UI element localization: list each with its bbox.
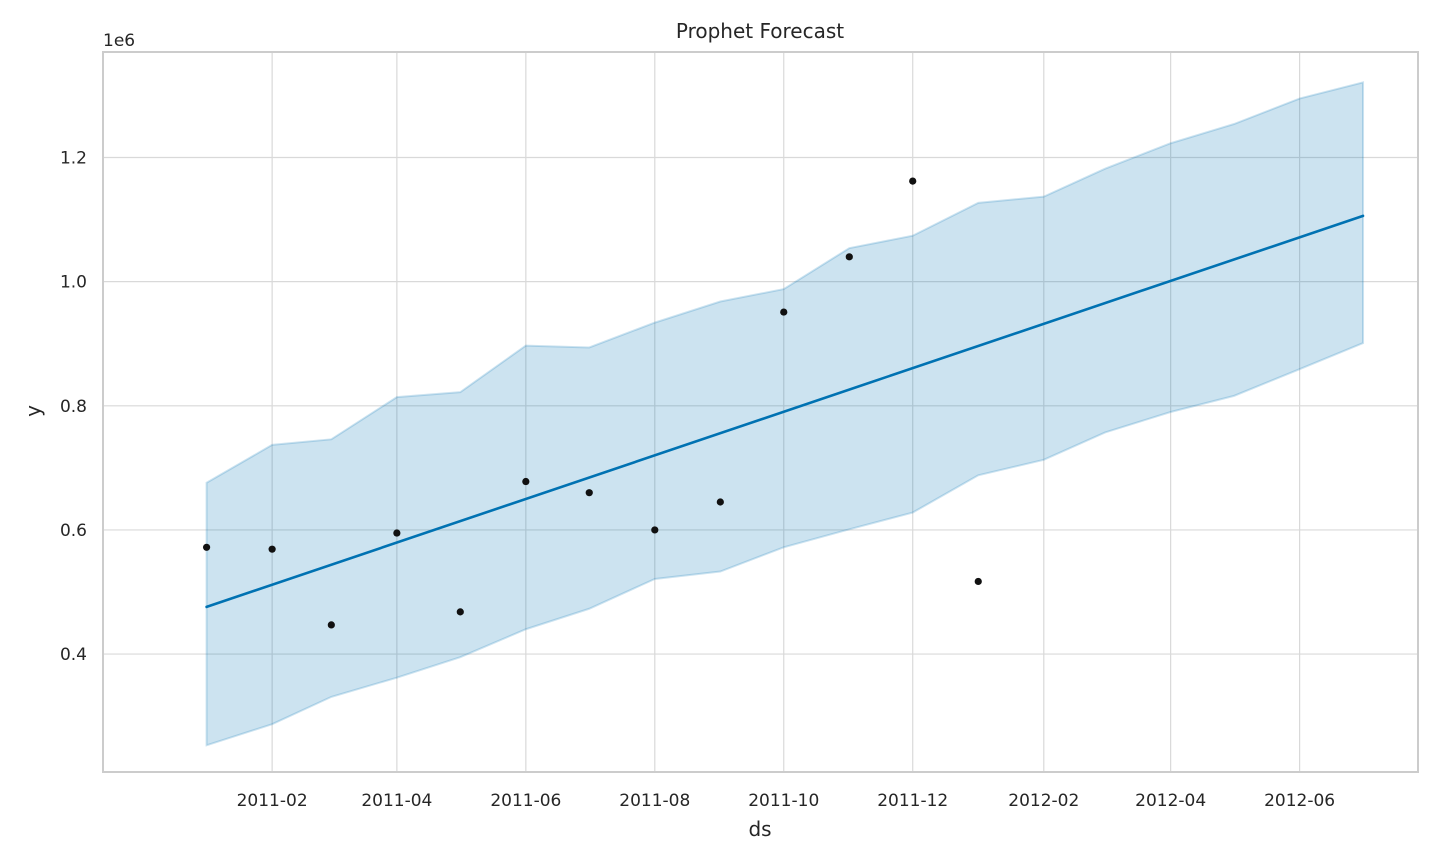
data-point — [909, 177, 917, 185]
x-tick-label: 2011-02 — [237, 791, 308, 811]
data-point — [456, 608, 464, 616]
x-tick-label: 2012-04 — [1135, 791, 1206, 811]
y-tick-label: 0.6 — [60, 521, 87, 541]
data-point — [268, 545, 276, 553]
x-tick-label: 2011-12 — [877, 791, 948, 811]
data-point — [327, 621, 335, 629]
x-tick-label: 2011-10 — [748, 791, 819, 811]
chart-title: Prophet Forecast — [676, 19, 844, 43]
uncertainty-band — [205, 81, 1365, 747]
x-tick-label: 2012-06 — [1264, 791, 1335, 811]
x-tick-label: 2011-04 — [361, 791, 432, 811]
y-tick-label: 0.4 — [60, 645, 87, 665]
x-tick-label: 2012-02 — [1008, 791, 1079, 811]
data-point — [780, 308, 788, 316]
y-tick-labels: 0.4 0.6 0.8 1.0 1.2 — [60, 149, 87, 666]
y-tick-label: 1.0 — [60, 273, 87, 293]
data-point — [716, 498, 724, 506]
y-tick-label: 0.8 — [60, 397, 87, 417]
data-point — [202, 543, 211, 551]
data-point — [651, 526, 659, 534]
plot-frame — [102, 51, 1419, 773]
data-point — [974, 577, 982, 586]
data-point — [393, 529, 401, 537]
trend-line — [205, 214, 1365, 609]
y-axis-label: y — [21, 405, 45, 417]
x-tick-label: 2011-06 — [490, 791, 561, 811]
observed-points-layer — [202, 177, 982, 629]
grid — [103, 52, 1418, 772]
y-tick-label: 1.2 — [60, 149, 87, 169]
data-point — [522, 477, 530, 486]
x-tick-labels: 2011-02 2011-04 2011-06 2011-08 2011-10 2011-… — [237, 791, 1336, 811]
y-axis-offset-label: 1e6 — [103, 31, 135, 51]
data-point — [845, 253, 853, 261]
x-axis-label: ds — [748, 817, 771, 841]
data-point — [585, 489, 593, 497]
x-tick-label: 2011-08 — [619, 791, 690, 811]
uncertainty-band-layer — [205, 81, 1365, 747]
trend-line-layer — [205, 214, 1365, 609]
